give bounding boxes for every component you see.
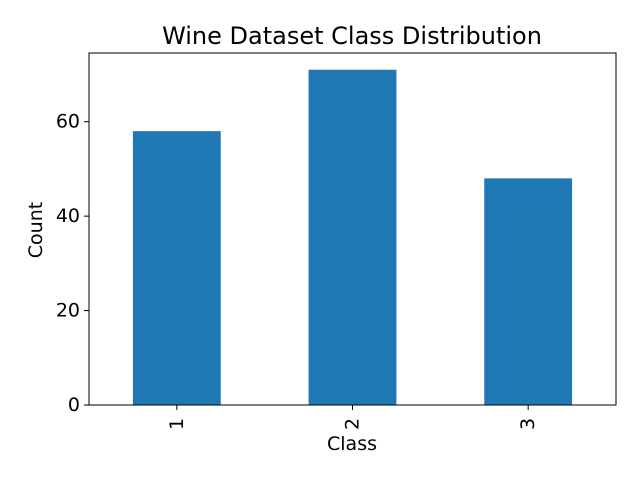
y-axis-ticks: 0 20 40 60 xyxy=(56,111,89,416)
bar-class-1 xyxy=(132,131,221,405)
chart-title: Wine Dataset Class Distribution xyxy=(162,22,542,50)
y-tick-label: 60 xyxy=(56,111,80,133)
bar-class-3 xyxy=(484,178,573,405)
x-axis-label: Class xyxy=(327,433,377,455)
y-tick-label: 20 xyxy=(56,300,80,322)
x-tick-label: 3 xyxy=(517,418,539,430)
x-tick-label: 2 xyxy=(342,418,364,430)
x-axis-ticks: 1 2 3 xyxy=(166,405,539,430)
plot-frame xyxy=(88,52,617,406)
y-tick-label: 40 xyxy=(56,205,80,227)
x-tick-label: 1 xyxy=(166,418,188,430)
y-tick-label: 0 xyxy=(68,394,80,416)
bar-class-2 xyxy=(308,69,397,405)
y-axis-label: Count xyxy=(25,202,47,258)
plot-bars xyxy=(132,69,573,405)
